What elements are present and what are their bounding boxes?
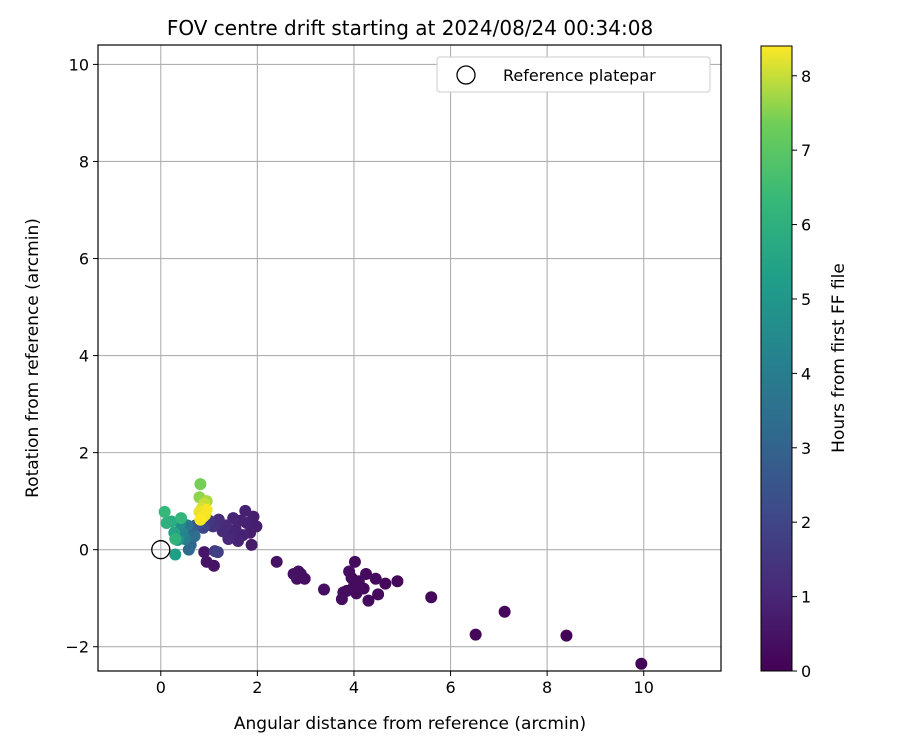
x-tick-label: 2 — [252, 678, 262, 697]
y-tick-label: 4 — [79, 347, 89, 366]
colorbar-ticks: 0 1 2 3 4 5 6 7 8 — [792, 67, 811, 681]
data-point — [245, 538, 258, 551]
colorbar-tick-label: 7 — [801, 141, 811, 160]
data-point — [194, 513, 207, 526]
data-point — [343, 565, 356, 578]
data-points — [158, 478, 648, 670]
legend-marker-icon — [456, 65, 476, 85]
colorbar-tick-label: 5 — [801, 290, 811, 309]
reference-marker-group — [151, 540, 171, 560]
data-point — [211, 546, 224, 559]
data-point — [207, 559, 220, 572]
x-tick-label: 10 — [634, 678, 654, 697]
data-point — [318, 583, 331, 596]
data-point — [182, 543, 195, 556]
data-point — [160, 516, 173, 529]
colorbar: 0 1 2 3 4 5 6 7 8 Hours from first FF file — [760, 45, 849, 681]
grid-lines — [98, 45, 721, 671]
y-tick-label: −2 — [65, 638, 89, 657]
x-axis-ticks: 0 2 4 6 8 10 — [156, 671, 654, 697]
colorbar-tick-label: 0 — [801, 662, 811, 681]
data-point — [200, 503, 213, 516]
x-axis-label: Angular distance from reference (arcmin) — [234, 714, 586, 734]
x-tick-label: 6 — [445, 678, 455, 697]
data-point — [169, 533, 182, 546]
y-tick-label: 0 — [79, 541, 89, 560]
data-point — [158, 505, 171, 518]
chart-title: FOV centre drift starting at 2024/08/24 … — [167, 16, 653, 40]
data-point — [227, 512, 240, 525]
data-point — [372, 588, 385, 601]
data-point — [560, 629, 573, 642]
data-point — [469, 628, 482, 641]
colorbar-tick-label: 4 — [801, 364, 811, 383]
data-point — [379, 577, 392, 590]
data-point — [188, 530, 201, 543]
data-point — [175, 512, 188, 525]
y-axis-label: Rotation from reference (arcmin) — [23, 218, 43, 498]
legend-box — [436, 56, 711, 93]
data-point — [498, 605, 511, 618]
data-point — [425, 591, 438, 604]
y-axis-ticks: −2 0 2 4 6 8 10 — [65, 55, 98, 657]
x-tick-label: 0 — [156, 678, 166, 697]
data-point — [335, 593, 348, 606]
data-point — [169, 548, 182, 561]
legend: Reference platepar — [436, 56, 711, 93]
x-tick-label: 4 — [349, 678, 359, 697]
colorbar-tick-label: 8 — [801, 67, 811, 86]
data-point — [198, 546, 211, 559]
data-point — [369, 572, 382, 585]
colorbar-gradient — [760, 45, 793, 672]
data-point — [362, 594, 375, 607]
y-tick-label: 10 — [69, 55, 89, 74]
legend-entry-label: Reference platepar — [503, 66, 656, 85]
data-point — [287, 567, 300, 580]
x-tick-label: 8 — [542, 678, 552, 697]
colorbar-tick-label: 6 — [801, 216, 811, 235]
reference-point-marker — [151, 540, 171, 560]
data-point — [360, 567, 373, 580]
colorbar-label: Hours from first FF file — [829, 263, 849, 453]
y-tick-label: 2 — [79, 444, 89, 463]
y-tick-label: 8 — [79, 152, 89, 171]
data-point — [239, 504, 252, 517]
colorbar-tick-label: 2 — [801, 513, 811, 532]
data-point — [194, 478, 207, 491]
data-point — [348, 555, 361, 568]
plot-frame — [97, 44, 722, 672]
colorbar-tick-label: 3 — [801, 439, 811, 458]
data-point — [391, 575, 404, 588]
data-point — [270, 555, 283, 568]
data-point — [216, 525, 229, 538]
y-tick-label: 6 — [79, 250, 89, 269]
colorbar-tick-label: 1 — [801, 588, 811, 607]
data-point — [635, 657, 648, 670]
